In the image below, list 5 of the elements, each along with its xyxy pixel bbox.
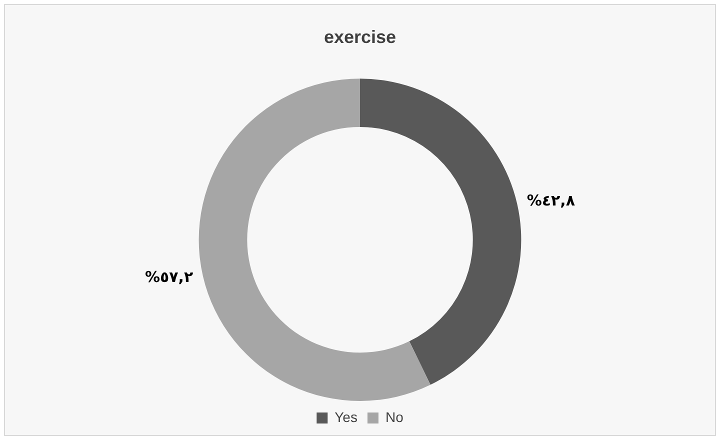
chart-title: exercise [324, 26, 396, 47]
data-label: %٥٧,٢ [144, 268, 194, 286]
legend-label: Yes [334, 408, 358, 425]
legend-label: No [385, 408, 404, 425]
data-label: %٤٢,٨ [526, 191, 576, 210]
